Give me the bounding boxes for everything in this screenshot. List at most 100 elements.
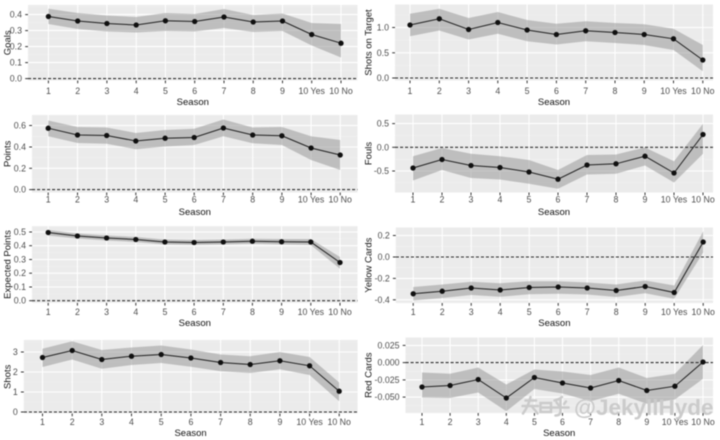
svg-text:8: 8 — [613, 86, 618, 96]
svg-text:-0.025: -0.025 — [375, 375, 400, 385]
svg-text:7: 7 — [588, 417, 593, 427]
svg-text:10 Yes: 10 Yes — [296, 417, 323, 427]
svg-text:Season: Season — [538, 97, 570, 108]
svg-text:10 Yes: 10 Yes — [298, 195, 325, 205]
svg-text:Season: Season — [174, 428, 206, 439]
svg-text:2: 2 — [75, 195, 80, 205]
svg-text:8: 8 — [614, 195, 619, 205]
svg-text:0.4: 0.4 — [14, 142, 26, 152]
svg-text:0.4: 0.4 — [10, 10, 22, 20]
svg-text:4: 4 — [133, 307, 138, 317]
svg-text:3: 3 — [104, 307, 109, 317]
svg-text:1: 1 — [46, 307, 51, 317]
svg-text:8: 8 — [250, 307, 255, 317]
svg-text:10 No: 10 No — [327, 417, 351, 427]
svg-text:6: 6 — [188, 417, 193, 427]
svg-text:Fouls: Fouls — [364, 142, 375, 165]
svg-text:5: 5 — [162, 307, 167, 317]
svg-text:10 Yes: 10 Yes — [298, 307, 325, 317]
svg-text:3: 3 — [104, 195, 109, 205]
svg-text:0.5: 0.5 — [377, 48, 389, 58]
svg-text:0.2: 0.2 — [378, 231, 390, 241]
svg-text:Points: Points — [3, 140, 14, 167]
svg-text:-0.050: -0.050 — [375, 392, 400, 402]
svg-text:0.6: 0.6 — [14, 121, 26, 131]
svg-text:0.4: 0.4 — [14, 241, 26, 251]
svg-text:2: 2 — [75, 307, 80, 317]
svg-text:Expected Points: Expected Points — [3, 230, 14, 299]
svg-text:-0.2: -0.2 — [375, 273, 390, 283]
svg-text:1: 1 — [13, 387, 18, 397]
svg-text:@JekyllHyde: @JekyllHyde — [574, 395, 714, 420]
svg-text:9: 9 — [642, 86, 647, 96]
svg-text:6: 6 — [556, 307, 561, 317]
svg-text:2: 2 — [448, 417, 453, 427]
svg-text:9: 9 — [280, 86, 285, 96]
svg-text:1: 1 — [40, 417, 45, 427]
svg-text:3: 3 — [13, 347, 18, 357]
svg-text:0.5: 0.5 — [377, 119, 389, 129]
svg-text:4: 4 — [504, 417, 509, 427]
svg-text:9: 9 — [643, 307, 648, 317]
svg-text:1: 1 — [46, 195, 51, 205]
svg-text:7: 7 — [221, 307, 226, 317]
svg-text:10 No: 10 No — [691, 307, 715, 317]
svg-text:2: 2 — [437, 86, 442, 96]
svg-text:Season: Season — [177, 97, 209, 108]
svg-text:7: 7 — [218, 417, 223, 427]
svg-text:5: 5 — [159, 417, 164, 427]
svg-text:0.3: 0.3 — [10, 26, 22, 36]
svg-text:5: 5 — [527, 195, 532, 205]
svg-text:1.0: 1.0 — [377, 23, 389, 33]
svg-text:2: 2 — [70, 417, 75, 427]
svg-text:4: 4 — [129, 417, 134, 427]
svg-text:0.2: 0.2 — [10, 42, 22, 52]
svg-text:3: 3 — [469, 307, 474, 317]
svg-text:3: 3 — [99, 417, 104, 427]
svg-text:6: 6 — [192, 86, 197, 96]
svg-text:1: 1 — [420, 417, 425, 427]
svg-text:3: 3 — [476, 417, 481, 427]
svg-text:4: 4 — [134, 86, 139, 96]
svg-text:Season: Season — [179, 207, 211, 218]
svg-text:0: 0 — [13, 407, 18, 417]
svg-text:5: 5 — [525, 86, 530, 96]
svg-text:7: 7 — [583, 86, 588, 96]
svg-text:10 Yes: 10 Yes — [662, 417, 689, 427]
svg-text:Shots on Target: Shots on Target — [364, 9, 375, 76]
svg-text:7: 7 — [221, 195, 226, 205]
svg-text:10 No: 10 No — [328, 307, 352, 317]
svg-text:2: 2 — [440, 307, 445, 317]
svg-text:2: 2 — [440, 195, 445, 205]
svg-text:10 Yes: 10 Yes — [661, 307, 688, 317]
svg-text:0.0: 0.0 — [14, 185, 26, 195]
svg-text:Red Cards: Red Cards — [364, 352, 375, 398]
svg-text:-0.4: -0.4 — [375, 295, 390, 305]
svg-text:8: 8 — [616, 417, 621, 427]
svg-text:6: 6 — [192, 307, 197, 317]
svg-text:5: 5 — [532, 417, 537, 427]
svg-text:0.0: 0.0 — [14, 296, 26, 306]
svg-text:7: 7 — [585, 307, 590, 317]
svg-text:7: 7 — [222, 86, 227, 96]
svg-text:4: 4 — [133, 195, 138, 205]
svg-text:10 Yes: 10 Yes — [660, 86, 687, 96]
svg-text:1: 1 — [408, 86, 413, 96]
svg-text:3: 3 — [104, 86, 109, 96]
svg-text:8: 8 — [248, 417, 253, 427]
svg-text:7: 7 — [585, 195, 590, 205]
svg-text:10 No: 10 No — [691, 195, 715, 205]
svg-text:10 No: 10 No — [691, 417, 715, 427]
svg-text:0.0: 0.0 — [378, 252, 390, 262]
svg-text:0.000: 0.000 — [377, 358, 399, 368]
svg-text:9: 9 — [643, 195, 648, 205]
svg-text:9: 9 — [279, 307, 284, 317]
svg-text:Season: Season — [543, 428, 575, 439]
svg-text:0.1: 0.1 — [14, 282, 26, 292]
svg-text:0.3: 0.3 — [14, 255, 26, 265]
svg-text:4: 4 — [498, 195, 503, 205]
svg-text:9: 9 — [644, 417, 649, 427]
svg-text:0.0: 0.0 — [377, 142, 389, 152]
svg-text:4: 4 — [498, 307, 503, 317]
svg-text:0.2: 0.2 — [14, 268, 26, 278]
